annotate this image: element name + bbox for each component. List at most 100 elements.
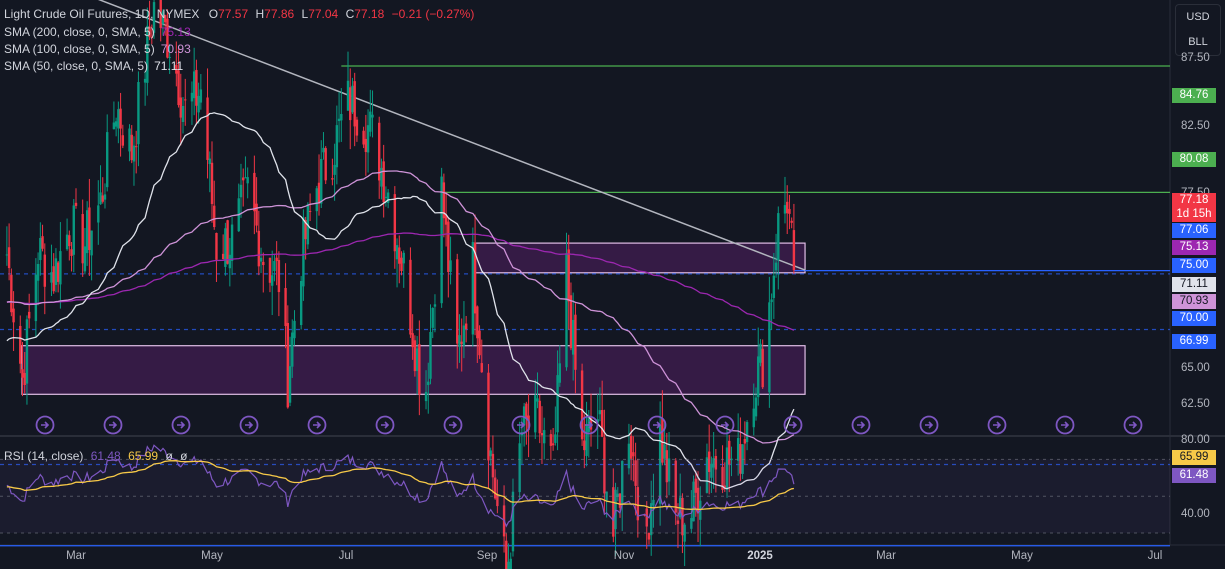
- candle-body: [199, 89, 203, 103]
- sma200-legend[interactable]: SMA (200, close, 0, SMA, 5) 75.13: [4, 24, 191, 40]
- event-marker-ring: [239, 415, 259, 435]
- candle-body: [712, 458, 715, 468]
- candle-body: [471, 242, 475, 335]
- high-label: H: [255, 7, 265, 21]
- event-marker-icon[interactable]: [307, 415, 327, 435]
- symbol-title[interactable]: Light Crude Oil Futures, 1D, NYMEX: [4, 7, 200, 21]
- rsi-tick: 80.00: [1181, 434, 1210, 446]
- event-marker-icon[interactable]: [239, 415, 259, 435]
- event-marker-icon[interactable]: [919, 415, 939, 435]
- candle-body: [384, 196, 388, 198]
- x-tick: Nov: [613, 550, 635, 562]
- candle-body: [571, 319, 575, 355]
- candle-body: [754, 397, 758, 417]
- candle-body: [433, 304, 437, 307]
- candle-body: [478, 330, 481, 356]
- event-marker-icon[interactable]: [715, 415, 735, 435]
- candle-body: [757, 356, 760, 398]
- sma100-price-label: 70.93: [1172, 294, 1216, 309]
- candle-body: [159, 0, 162, 28]
- candle-body: [134, 146, 138, 148]
- level-label-80-08: 80.08: [1172, 152, 1216, 167]
- event-marker-arrow: [653, 421, 662, 429]
- sma100-legend[interactable]: SMA (100, close, 0, SMA, 5) 70.93: [4, 41, 191, 57]
- candle-body: [163, 14, 167, 23]
- event-marker-icon[interactable]: [171, 415, 191, 435]
- rsi-legend[interactable]: RSI (14, close) 61.48 65.99 ø ø: [4, 448, 187, 464]
- event-marker-icon[interactable]: [511, 415, 531, 435]
- candle-body: [690, 518, 693, 529]
- event-marker-icon[interactable]: [35, 415, 55, 435]
- candle-body: [534, 395, 537, 433]
- rsi-pane: [0, 444, 1170, 534]
- open-value: 77.57: [218, 7, 249, 21]
- candle-body: [449, 260, 452, 272]
- candle-body: [596, 419, 599, 423]
- candle-body: [696, 487, 700, 514]
- event-marker-icon[interactable]: [987, 415, 1007, 435]
- candle-body: [721, 466, 724, 490]
- candle-body: [493, 477, 497, 499]
- level-label-84-76: 84.76: [1172, 88, 1216, 103]
- event-marker-icon[interactable]: [375, 415, 395, 435]
- candle-body: [636, 487, 640, 521]
- candle-body: [351, 85, 354, 113]
- candle-body: [259, 257, 263, 262]
- candle-body: [371, 114, 374, 118]
- candle-body: [558, 363, 562, 383]
- candle-body: [286, 322, 290, 408]
- candle-body: [128, 128, 131, 152]
- candle-body: [567, 249, 570, 302]
- candle-body: [34, 274, 38, 322]
- candle-body: [442, 182, 446, 219]
- candle-body: [195, 69, 198, 106]
- event-marker-icon[interactable]: [103, 415, 123, 435]
- candle-body: [255, 203, 258, 226]
- rsi-extra-1: ø: [165, 449, 173, 463]
- candle-body: [525, 403, 528, 419]
- candle-body: [143, 78, 147, 83]
- candle-body: [304, 220, 307, 240]
- event-marker-icon[interactable]: [851, 415, 871, 435]
- candle-body: [72, 205, 75, 255]
- candle-body: [536, 398, 539, 402]
- candle-body: [68, 235, 71, 247]
- candle-body: [177, 70, 180, 106]
- candle-body: [224, 228, 227, 267]
- candle-body: [268, 257, 272, 283]
- event-marker-icon[interactable]: [579, 415, 599, 435]
- candle-body: [54, 258, 58, 285]
- candle-body: [83, 246, 87, 272]
- candle-body: [580, 370, 584, 440]
- event-marker-arrow: [925, 421, 934, 429]
- event-marker-icon[interactable]: [1055, 415, 1075, 435]
- low-value: 77.04: [308, 7, 339, 21]
- candle-body: [275, 257, 278, 262]
- sma50-legend[interactable]: SMA (50, close, 0, SMA, 5) 71.11: [4, 58, 183, 74]
- x-tick: May: [201, 550, 223, 562]
- candle-body: [52, 266, 55, 292]
- candle-body: [85, 210, 89, 254]
- event-marker-icon[interactable]: [443, 415, 463, 435]
- event-markers[interactable]: [35, 415, 1143, 435]
- candle-body: [413, 340, 417, 372]
- candle-body: [429, 331, 432, 379]
- currency-usd-button[interactable]: USD: [1186, 11, 1210, 23]
- candle-body: [210, 162, 214, 204]
- candle-body: [273, 260, 276, 272]
- candle-body: [464, 323, 468, 330]
- candle-body: [792, 230, 796, 271]
- event-marker-icon[interactable]: [1123, 415, 1143, 435]
- event-marker-arrow: [721, 421, 730, 429]
- event-marker-icon[interactable]: [783, 415, 803, 435]
- candle-body: [349, 87, 352, 121]
- candle-body: [175, 64, 178, 74]
- candle-body: [725, 447, 729, 490]
- level-label-75-00: 75.00: [1172, 258, 1216, 273]
- candle-body: [244, 177, 247, 179]
- unit-bll-button[interactable]: BLL: [1188, 36, 1208, 48]
- event-marker-icon[interactable]: [647, 415, 667, 435]
- candle-body: [663, 444, 666, 459]
- event-marker-ring: [919, 415, 939, 435]
